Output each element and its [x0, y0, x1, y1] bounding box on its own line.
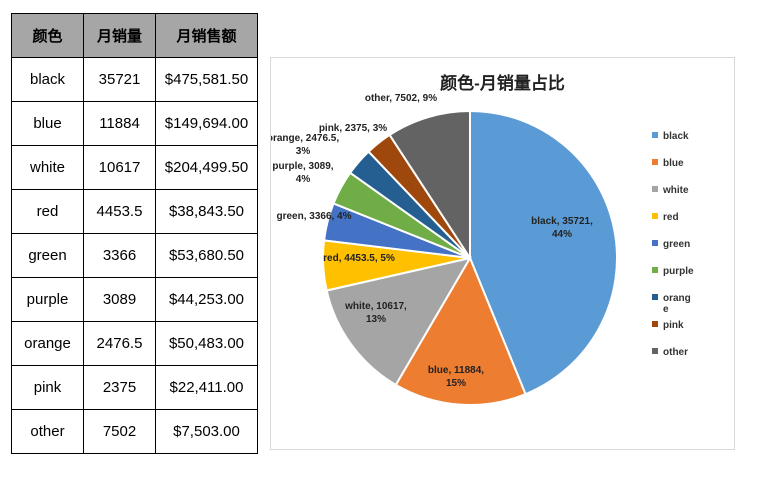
cell-color: purple [11, 277, 84, 322]
data-label-purple: purple, 3089, 4% [272, 161, 333, 185]
table-row: other 7502 $7,503.00 [11, 409, 258, 454]
pie-slice-white [325, 256, 473, 387]
table-row: green 3366 $53,680.50 [11, 233, 258, 278]
cell-color: red [11, 189, 84, 234]
cell-color: black [11, 57, 84, 102]
cell-sales: 7502 [83, 409, 156, 454]
pie-slice-other [388, 109, 471, 262]
data-label-white: white, 10617, 13% [344, 301, 407, 325]
cell-sales: 10617 [83, 145, 156, 190]
cell-sales: 3366 [83, 233, 156, 278]
legend-swatch-red [652, 213, 658, 219]
cell-revenue: $50,483.00 [155, 321, 258, 366]
table-row: black 35721 $475,581.50 [11, 57, 258, 102]
legend-swatch-white [652, 186, 658, 192]
legend-swatch-green [652, 240, 658, 246]
cell-revenue: $22,411.00 [155, 365, 258, 410]
cell-sales: 2476.5 [83, 321, 156, 366]
legend-label-black: black [663, 131, 689, 142]
pie-slice-blue [394, 255, 527, 406]
legend-label-pink: pink [663, 320, 684, 331]
table-row: blue 11884 $149,694.00 [11, 101, 258, 146]
legend-label-blue: blue [663, 158, 684, 169]
cell-sales: 3089 [83, 277, 156, 322]
table-row: purple 3089 $44,253.00 [11, 277, 258, 322]
legend-label-orange: orang e [663, 293, 691, 315]
cell-color: orange [11, 321, 84, 366]
cell-color: other [11, 409, 84, 454]
data-label-green: green, 3366, 4% [276, 211, 351, 222]
data-label-blue: blue, 11884, 15% [428, 365, 484, 389]
legend-swatch-purple [652, 267, 658, 273]
chart-title: 颜色-月销量占比 [440, 74, 565, 93]
table-header-row: 颜色 月销量 月销售额 [11, 13, 258, 58]
legend-swatch-orange [652, 294, 658, 300]
cell-revenue: $149,694.00 [155, 101, 258, 146]
cell-sales: 11884 [83, 101, 156, 146]
cell-revenue: $38,843.50 [155, 189, 258, 234]
cell-revenue: $7,503.00 [155, 409, 258, 454]
cell-revenue: $53,680.50 [155, 233, 258, 278]
legend-swatch-black [652, 132, 658, 138]
data-label-black: black, 35721, 44% [531, 216, 593, 240]
legend-label-other: other [663, 347, 688, 358]
cell-revenue: $204,499.50 [155, 145, 258, 190]
cell-color: white [11, 145, 84, 190]
cell-color: pink [11, 365, 84, 410]
table-row: red 4453.5 $38,843.50 [11, 189, 258, 234]
pie-chart-area: 颜色-月销量占比 black, 35721, 44% blue, 11884, 15%… [270, 57, 735, 450]
header-monthly-revenue: 月销售额 [155, 13, 258, 58]
cell-color: green [11, 233, 84, 278]
legend-swatch-other [652, 348, 658, 354]
table-row: pink 2375 $22,411.00 [11, 365, 258, 410]
table-row: orange 2476.5 $50,483.00 [11, 321, 258, 366]
pie-chart: black, 35721, 44% blue, 11884, 15% white, 10… [271, 93, 694, 406]
legend-label-green: green [663, 239, 690, 250]
cell-revenue: $475,581.50 [155, 57, 258, 102]
data-table: 颜色 月销量 月销售额 black 35721 $475,581.50 blue 11… [11, 13, 258, 454]
legend-swatch-blue [652, 159, 658, 165]
data-label-pink: pink, 2375, 3% [319, 123, 387, 134]
legend-label-purple: purple [663, 266, 694, 277]
header-color: 颜色 [11, 13, 84, 58]
cell-sales: 35721 [83, 57, 156, 102]
data-label-other: other, 7502, 9% [365, 93, 437, 104]
legend-label-red: red [663, 212, 679, 223]
table-row: white 10617 $204,499.50 [11, 145, 258, 190]
data-label-orange: orange, 2476.5, 3% [271, 133, 339, 157]
legend-swatch-pink [652, 321, 658, 327]
header-monthly-sales: 月销量 [83, 13, 156, 58]
cell-revenue: $44,253.00 [155, 277, 258, 322]
cell-sales: 2375 [83, 365, 156, 410]
pie-slice-black [469, 109, 618, 396]
cell-color: blue [11, 101, 84, 146]
cell-sales: 4453.5 [83, 189, 156, 234]
legend-label-white: white [662, 185, 689, 196]
data-label-red: red, 4453.5, 5% [323, 253, 395, 264]
